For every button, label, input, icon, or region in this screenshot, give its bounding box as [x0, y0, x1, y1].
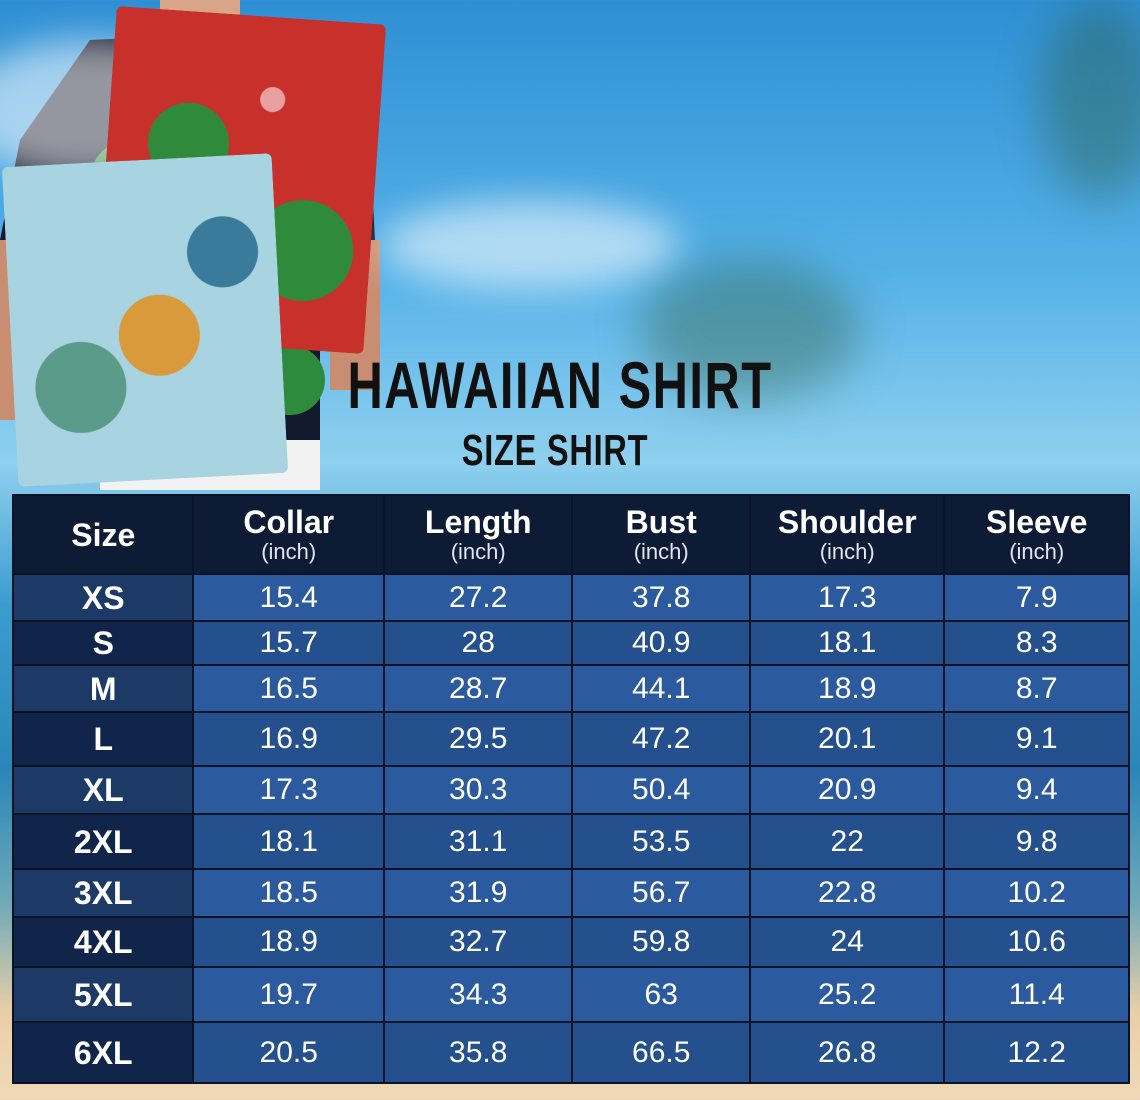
- table-row: XS 15.4 27.2 37.8 17.3 7.9: [14, 575, 1128, 620]
- measurement-cell: 56.7: [573, 870, 749, 916]
- measurement-cell: 24: [750, 918, 944, 966]
- column-header-label: Collar: [243, 503, 335, 540]
- measurement-cell: 31.1: [384, 815, 572, 868]
- measurement-cell: 37.8: [573, 575, 749, 620]
- measurement-cell: 10.6: [945, 918, 1128, 966]
- measurement-cell: 19.7: [194, 968, 383, 1021]
- measurement-cell: 22.8: [750, 870, 944, 916]
- column-header-unit: (inch): [450, 538, 506, 564]
- palm-tree: [640, 260, 860, 400]
- table-row: 2XL 18.1 31.1 53.5 22 9.8: [14, 815, 1128, 868]
- measurement-cell: 8.7: [945, 666, 1128, 711]
- measurement-cell: 40.9: [573, 622, 749, 664]
- measurement-cell: 30.3: [384, 767, 572, 813]
- palm-tree: [1040, 0, 1140, 200]
- size-label-cell: L: [14, 713, 193, 765]
- table-row: 3XL 18.5 31.9 56.7 22.8 10.2: [14, 870, 1128, 916]
- measurement-cell: 25.2: [750, 968, 944, 1021]
- size-label-cell: 2XL: [14, 815, 193, 868]
- measurement-cell: 18.5: [194, 870, 383, 916]
- size-label-cell: XS: [14, 575, 193, 620]
- column-header-label: Shoulder: [777, 503, 917, 540]
- size-label-cell: S: [14, 622, 193, 664]
- column-header-bust: Bust (inch): [573, 496, 749, 573]
- measurement-cell: 7.9: [945, 575, 1128, 620]
- table-row: M 16.5 28.7 44.1 18.9 8.7: [14, 666, 1128, 711]
- measurement-cell: 31.9: [384, 870, 572, 916]
- measurement-cell: 27.2: [384, 575, 572, 620]
- size-label-cell: 3XL: [14, 870, 193, 916]
- measurement-cell: 35.8: [384, 1023, 572, 1082]
- column-header-unit: (inch): [261, 538, 317, 564]
- measurement-cell: 16.9: [194, 713, 383, 765]
- column-header-size: Size: [14, 496, 193, 573]
- table-header-row: Size Collar (inch) Length (inch) Bust (inch) Sh…: [14, 496, 1128, 573]
- column-header-length: Length (inch): [384, 496, 572, 573]
- measurement-cell: 15.4: [194, 575, 383, 620]
- measurement-cell: 9.8: [945, 815, 1128, 868]
- size-label-cell: M: [14, 666, 193, 711]
- measurement-cell: 22: [750, 815, 944, 868]
- table-row: 5XL 19.7 34.3 63 25.2 11.4: [14, 968, 1128, 1021]
- page-title: HAWAIIAN SHIRT: [347, 348, 773, 422]
- measurement-cell: 10.2: [945, 870, 1128, 916]
- column-header-unit: (inch): [819, 538, 875, 564]
- table-row: 4XL 18.9 32.7 59.8 24 10.6: [14, 918, 1128, 966]
- measurement-cell: 17.3: [750, 575, 944, 620]
- size-label-cell: 4XL: [14, 918, 193, 966]
- measurement-cell: 18.9: [750, 666, 944, 711]
- measurement-cell: 32.7: [384, 918, 572, 966]
- size-label-cell: 5XL: [14, 968, 193, 1021]
- column-header-label: Length: [424, 503, 532, 540]
- measurement-cell: 9.1: [945, 713, 1128, 765]
- measurement-cell: 47.2: [573, 713, 749, 765]
- measurement-cell: 34.3: [384, 968, 572, 1021]
- measurement-cell: 18.9: [194, 918, 383, 966]
- column-header-sleeve: Sleeve (inch): [945, 496, 1128, 573]
- size-chart-table: Size Collar (inch) Length (inch) Bust (inch) Sh…: [12, 494, 1130, 1084]
- measurement-cell: 20.5: [194, 1023, 383, 1082]
- measurement-cell: 53.5: [573, 815, 749, 868]
- column-header-unit: (inch): [1009, 538, 1065, 564]
- measurement-cell: 20.1: [750, 713, 944, 765]
- measurement-cell: 20.9: [750, 767, 944, 813]
- size-label-cell: 6XL: [14, 1023, 193, 1082]
- measurement-cell: 44.1: [573, 666, 749, 711]
- measurement-cell: 8.3: [945, 622, 1128, 664]
- measurement-cell: 59.8: [573, 918, 749, 966]
- measurement-cell: 9.4: [945, 767, 1128, 813]
- measurement-cell: 15.7: [194, 622, 383, 664]
- column-header-unit: (inch): [633, 538, 689, 564]
- column-header-label: Size: [71, 516, 136, 553]
- measurement-cell: 28.7: [384, 666, 572, 711]
- table-row: 6XL 20.5 35.8 66.5 26.8 12.2: [14, 1023, 1128, 1082]
- page-subtitle: SIZE SHIRT: [461, 426, 649, 475]
- blue-hawaiian-shirt-image: [1, 153, 289, 487]
- measurement-cell: 16.5: [194, 666, 383, 711]
- table-row: L 16.9 29.5 47.2 20.1 9.1: [14, 713, 1128, 765]
- column-header-label: Sleeve: [986, 503, 1088, 540]
- measurement-cell: 66.5: [573, 1023, 749, 1082]
- size-label-cell: XL: [14, 767, 193, 813]
- column-header-shoulder: Shoulder (inch): [750, 496, 944, 573]
- measurement-cell: 18.1: [194, 815, 383, 868]
- measurement-cell: 63: [573, 968, 749, 1021]
- measurement-cell: 17.3: [194, 767, 383, 813]
- measurement-cell: 28: [384, 622, 572, 664]
- column-header-collar: Collar (inch): [194, 496, 383, 573]
- measurement-cell: 18.1: [750, 622, 944, 664]
- measurement-cell: 11.4: [945, 968, 1128, 1021]
- measurement-cell: 29.5: [384, 713, 572, 765]
- table-row: XL 17.3 30.3 50.4 20.9 9.4: [14, 767, 1128, 813]
- measurement-cell: 26.8: [750, 1023, 944, 1082]
- measurement-cell: 50.4: [573, 767, 749, 813]
- cloud: [380, 200, 680, 290]
- measurement-cell: 12.2: [945, 1023, 1128, 1082]
- table-row: S 15.7 28 40.9 18.1 8.3: [14, 622, 1128, 664]
- column-header-label: Bust: [625, 503, 697, 540]
